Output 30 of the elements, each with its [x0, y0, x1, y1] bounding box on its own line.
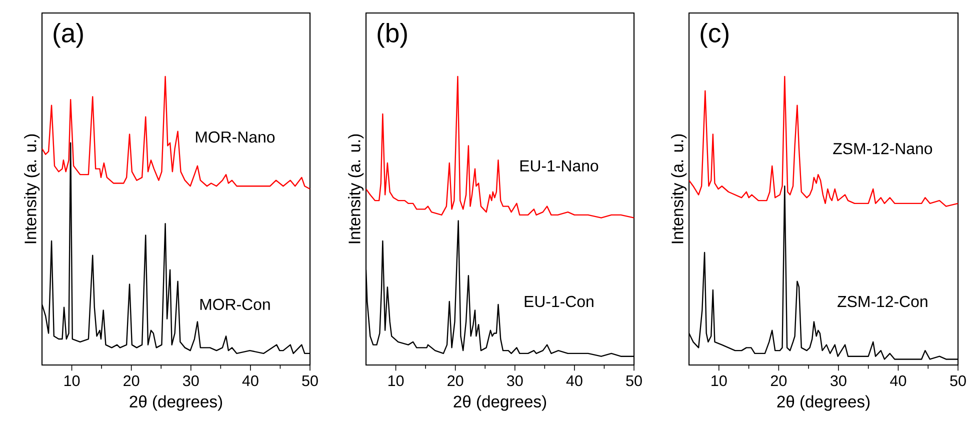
y-axis-title: Intensity (a. u.)	[348, 134, 364, 244]
x-axis-title: 2θ (degrees)	[130, 395, 222, 411]
x-axis-title: 2θ (degrees)	[454, 395, 546, 411]
x-tick-label: 40	[242, 375, 258, 386]
series-label: ZSM-12-Con	[838, 296, 928, 308]
x-tick-label: 50	[950, 375, 966, 386]
x-tick-label: 20	[124, 375, 140, 386]
x-tick-label: 30	[506, 375, 523, 386]
y-axis-title: Intensity (a. u.)	[671, 134, 687, 244]
x-tick-label: 20	[770, 375, 787, 386]
x-tick-label: 50	[302, 375, 318, 386]
x-tick-label: 40	[566, 375, 582, 386]
x-tick-label: 40	[890, 375, 906, 386]
y-axis-title: Intensity (a. u.)	[24, 134, 40, 244]
x-tick-label: 10	[712, 375, 727, 386]
x-axis-title: 2θ (degrees)	[777, 395, 870, 411]
chart-title: (b)	[378, 22, 407, 48]
x-tick-label: 50	[626, 375, 642, 386]
chart-title: (a)	[54, 22, 83, 48]
x-tick-label: 10	[388, 375, 404, 386]
series-label: MOR-Nano	[196, 131, 275, 143]
series-label: ZSM-12-Nano	[833, 142, 932, 154]
x-tick-label: 30	[830, 375, 846, 386]
x-tick-label: 30	[182, 375, 199, 386]
chart-title: (c)	[700, 22, 728, 48]
series-label: EU-1-Con	[524, 296, 594, 308]
series-label: MOR-Con	[200, 298, 270, 310]
x-tick-label: 20	[448, 375, 464, 386]
series-label: EU-1-Nano	[520, 160, 598, 172]
x-tick-label: 10	[64, 375, 80, 386]
